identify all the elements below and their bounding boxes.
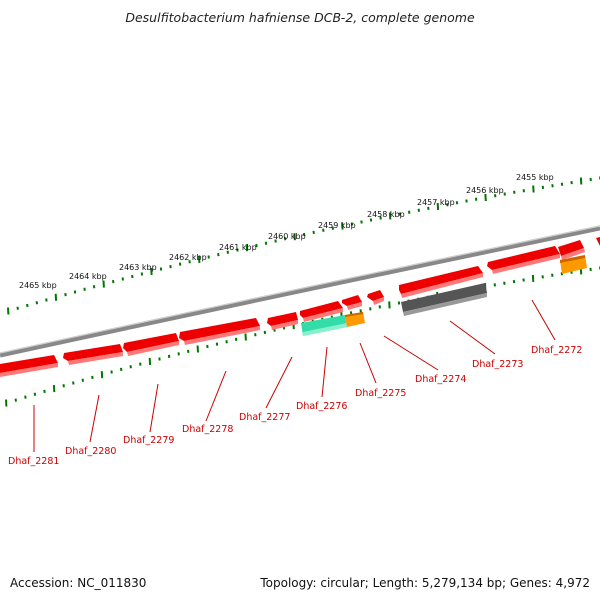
leader-line	[205, 370, 227, 422]
gene-arrow[interactable]	[0, 355, 58, 373]
genome-summary-text: Topology: circular; Length: 5,279,134 bp…	[260, 576, 590, 590]
scale-label: 2464 kbp	[69, 272, 107, 281]
gene-arrow[interactable]	[342, 295, 362, 306]
gene-arrow-shadow	[401, 273, 483, 298]
gene-label: Dhaf_2274	[415, 374, 466, 385]
scale-label: 2460 kbp	[268, 232, 306, 241]
genome-backbone	[0, 225, 600, 358]
scale-label: 2462 kbp	[169, 253, 207, 262]
scale-label: 2456 kbp	[466, 186, 504, 195]
gene-label: Dhaf_2277	[239, 412, 290, 423]
gene-arrow[interactable]	[267, 312, 298, 326]
gene-label: Dhaf_2280	[65, 446, 116, 457]
leader-line	[149, 383, 159, 433]
leader-line	[321, 346, 328, 398]
gene-arrow-shadow	[127, 341, 179, 356]
gene-arrow[interactable]	[596, 237, 600, 246]
gene-arrow[interactable]	[367, 290, 384, 301]
leader-line	[89, 394, 100, 443]
gene-arrow-shadow	[373, 297, 384, 305]
gene-label: Dhaf_2276	[296, 401, 347, 412]
leader-line	[265, 356, 293, 409]
genome-backbone-highlight	[0, 225, 600, 354]
gene-arrow[interactable]	[63, 344, 123, 361]
scale-label: 2458 kbp	[367, 210, 405, 219]
scale-label: 2465 kbp	[19, 281, 57, 290]
gene-arrow[interactable]	[487, 246, 560, 270]
gene-arrow-shadow	[271, 320, 298, 330]
gene-label: Dhaf_2275	[355, 388, 406, 399]
gene-arrow-shadow	[0, 363, 58, 377]
leader-line	[359, 342, 377, 384]
scale-label: 2457 kbp	[417, 198, 455, 207]
gene-arrow[interactable]	[300, 301, 343, 318]
gene-arrow-shadow	[347, 302, 362, 310]
gene-arrow-shadow	[68, 352, 123, 365]
leader-line	[531, 299, 556, 341]
outer-scale	[7, 176, 600, 315]
label-leaders	[33, 299, 556, 452]
gene-arrow[interactable]	[399, 266, 483, 294]
gene-arrow[interactable]	[558, 240, 584, 256]
gene-arrow[interactable]	[123, 333, 179, 352]
rrna-feature-shadow	[303, 323, 347, 336]
gene-label: Dhaf_2273	[472, 359, 523, 370]
scale-labels: 2465 kbp 2464 kbp 2463 kbp 2462 kbp 2461…	[19, 173, 554, 290]
gene-label: Dhaf_2281	[8, 456, 59, 467]
leader-line	[449, 320, 496, 355]
gene-label: Dhaf_2278	[182, 424, 233, 435]
trna-feature-shadow	[560, 255, 585, 263]
scale-label: 2459 kbp	[318, 221, 356, 230]
gene-arrow-shadow	[184, 326, 260, 345]
pseudo-gene-shadow	[403, 293, 487, 316]
scale-label: 2461 kbp	[219, 243, 257, 252]
gene-arrow[interactable]	[179, 318, 260, 341]
scale-label: 2463 kbp	[119, 263, 157, 272]
gene-label: Dhaf_2272	[531, 345, 582, 356]
pseudo-gene[interactable]	[401, 283, 487, 312]
accession-text: Accession: NC_011830	[10, 576, 147, 590]
cds-features	[0, 237, 600, 377]
trna-feature-shadow	[345, 312, 363, 317]
leader-line	[383, 335, 439, 371]
scale-label: 2455 kbp	[516, 173, 554, 182]
gene-arrow-shadow	[303, 308, 343, 322]
gene-label: Dhaf_2279	[123, 435, 174, 446]
map-title: Desulfitobacterium hafniense DCB-2, comp…	[125, 10, 475, 25]
gene-labels: Dhaf_2281 Dhaf_2280 Dhaf_2279 Dhaf_2278 …	[8, 345, 582, 467]
inner-features	[301, 255, 587, 336]
gene-arrow-shadow	[561, 248, 585, 260]
gene-arrow-shadow	[492, 254, 560, 274]
